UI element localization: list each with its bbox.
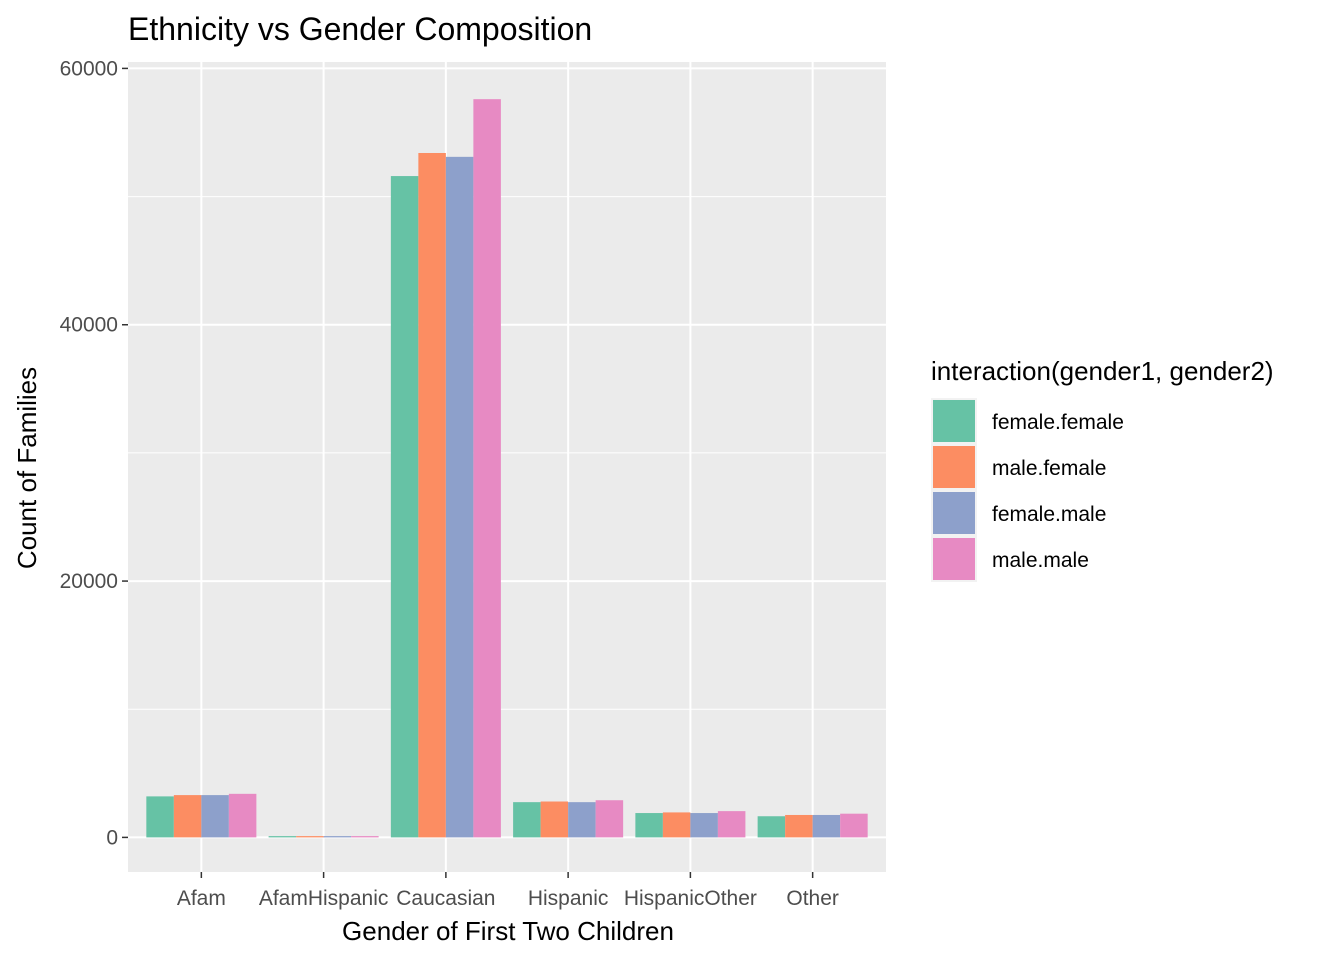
legend-swatch <box>933 400 975 442</box>
bar-male-male-hispanic <box>595 800 624 838</box>
legend-swatch <box>933 492 975 534</box>
legend-title: interaction(gender1, gender2) <box>931 356 1274 386</box>
bar-male-female-hispanic <box>540 801 569 838</box>
x-tick-label: Other <box>786 887 839 910</box>
y-tick-label: 0 <box>106 826 118 849</box>
bar-female-male-hispanicother <box>690 813 718 838</box>
bar-female-male-caucasian <box>445 156 474 838</box>
bar-male-female-afamhispanic <box>296 836 324 838</box>
legend: interaction(gender1, gender2) female.fem… <box>931 356 1274 582</box>
y-tick-label: 20000 <box>60 570 118 593</box>
bar-male-male-caucasian <box>473 99 501 838</box>
bar-female-female-other <box>757 816 786 838</box>
bar-female-female-hispanicother <box>635 813 663 838</box>
bar-male-female-hispanicother <box>662 812 691 838</box>
bar-male-female-afam <box>173 795 202 838</box>
bar-female-female-afamhispanic <box>268 836 297 838</box>
x-axis: Afam AfamHispanic Caucasian Hispanic Hispani… <box>177 872 839 910</box>
y-tick-label: 40000 <box>60 314 118 337</box>
legend-label: female.female <box>992 411 1124 434</box>
bar-male-female-caucasian <box>418 152 446 838</box>
x-tick-label: Caucasian <box>396 887 495 910</box>
x-tick-label: Afam <box>177 887 226 910</box>
legend-label: male.male <box>992 549 1089 572</box>
chart-title: Ethnicity vs Gender Composition <box>128 11 592 47</box>
bar-male-male-afam <box>228 793 257 838</box>
x-tick-label: HispanicOther <box>624 887 757 910</box>
bars <box>146 99 868 838</box>
x-axis-title: Gender of First Two Children <box>342 916 674 946</box>
bar-female-male-other <box>812 814 841 838</box>
plot-panel <box>128 62 886 872</box>
legend-swatch <box>933 446 975 488</box>
x-tick-label: Hispanic <box>528 887 609 910</box>
legend-label: male.female <box>992 457 1106 480</box>
bar-female-female-hispanic <box>513 802 541 838</box>
bar-male-male-hispanicother <box>717 811 746 838</box>
x-tick-label: AfamHispanic <box>259 887 389 910</box>
bar-female-male-afam <box>201 795 229 838</box>
y-tick-label: 60000 <box>60 57 118 80</box>
bar-female-male-afamhispanic <box>323 836 352 838</box>
y-axis: 0 20000 40000 60000 <box>60 57 128 849</box>
bar-male-male-other <box>840 813 868 838</box>
legend-label: female.male <box>992 503 1106 526</box>
bar-male-male-afamhispanic <box>351 836 379 838</box>
y-axis-title: Count of Families <box>12 367 42 569</box>
bar-female-female-afam <box>146 796 174 838</box>
bar-male-female-other <box>785 814 813 838</box>
legend-items: female.female male.female female.male male.… <box>931 398 1124 582</box>
bar-female-female-caucasian <box>390 176 419 838</box>
bar-female-male-hispanic <box>568 802 596 838</box>
legend-swatch <box>933 538 975 580</box>
